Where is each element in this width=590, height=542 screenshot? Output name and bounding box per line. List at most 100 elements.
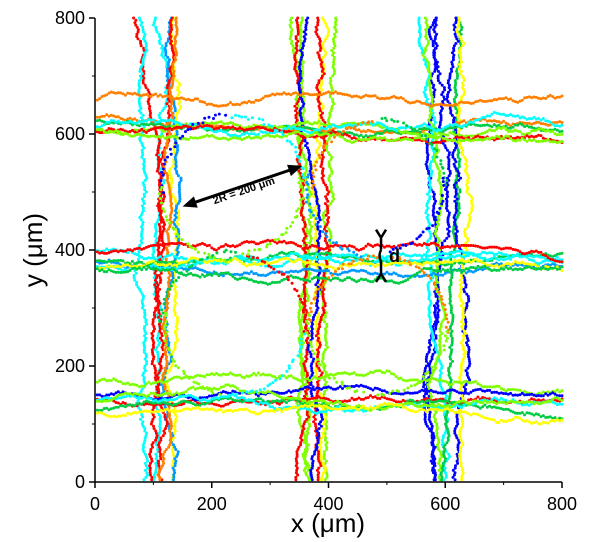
trajectory-point: [426, 362, 430, 366]
trajectory-point: [142, 55, 146, 59]
trajectory-point: [452, 183, 456, 187]
trajectory-point: [140, 148, 144, 152]
trajectory-point: [137, 109, 141, 113]
trajectory-point: [144, 455, 148, 458]
trajectory-point: [150, 459, 154, 463]
trajectory-point: [454, 42, 458, 45]
trajectory-point: [462, 287, 466, 291]
trajectory-point: [151, 339, 155, 342]
trajectory-point: [172, 104, 176, 108]
trajectory-point: [155, 299, 159, 303]
trajectory-point: [147, 97, 151, 101]
trajectory-point: [152, 292, 156, 296]
trajectory-point: [132, 276, 136, 280]
trajectory-point: [142, 69, 146, 73]
trajectory-point: [177, 243, 181, 247]
trajectory-point: [166, 76, 170, 80]
trajectory-point: [320, 436, 324, 440]
trajectory-point: [457, 62, 461, 66]
trajectory-point: [325, 441, 329, 445]
trajectory-point: [173, 471, 177, 475]
trajectory-point: [436, 236, 440, 240]
trajectory-point: [150, 420, 154, 424]
trajectory-point: [156, 306, 160, 310]
trajectory-point: [466, 236, 470, 240]
trajectory-point: [426, 239, 430, 243]
trajectory-point: [321, 306, 325, 310]
trajectory-point: [143, 83, 147, 87]
trajectory-point: [141, 74, 145, 78]
trajectory-point: [435, 32, 439, 36]
trajectory-point: [144, 332, 148, 335]
trajectory-point: [176, 246, 180, 250]
trajectory-point: [242, 376, 246, 380]
trajectory-point: [320, 431, 324, 435]
trajectory-point: [179, 178, 183, 182]
trajectory-point: [163, 431, 167, 435]
trajectory-point: [171, 452, 175, 456]
trajectory-point: [160, 236, 164, 240]
trajectory-point: [178, 188, 182, 192]
trajectory-point: [331, 97, 335, 101]
trajectory-point: [302, 153, 306, 157]
trajectory-point: [338, 385, 342, 389]
trajectory-point: [453, 478, 457, 482]
trajectory-point: [150, 475, 154, 479]
trajectory-point: [172, 102, 176, 106]
trajectory-point: [151, 334, 155, 338]
trajectory-point: [159, 455, 162, 458]
trajectory-point: [166, 39, 170, 43]
trajectory-point: [137, 97, 141, 101]
trajectory-point: [285, 401, 288, 405]
trajectory-point: [138, 102, 141, 106]
trajectory-point: [424, 28, 428, 32]
trajectory-point: [154, 471, 157, 475]
trajectory-point: [141, 62, 145, 66]
trajectory-point: [152, 21, 156, 25]
trajectory-point: [453, 79, 457, 83]
trajectory-point: [138, 86, 141, 90]
trajectory-point: [175, 146, 179, 150]
trajectory-point: [440, 241, 444, 245]
trajectory-point: [173, 299, 177, 303]
trajectory-point: [153, 376, 157, 380]
trajectory-point: [177, 211, 180, 215]
trajectory-point: [476, 395, 480, 399]
trajectory-point: [141, 448, 145, 451]
trajectory-point: [317, 427, 321, 431]
trajectory-point: [144, 42, 148, 45]
trajectory-point: [174, 153, 178, 157]
trajectory-point: [158, 287, 162, 291]
trajectory-point: [173, 304, 177, 308]
trajectory-point: [159, 359, 163, 363]
trajectory-point: [157, 253, 161, 257]
trajectory-point: [176, 88, 180, 92]
trajectory-point: [141, 297, 145, 301]
trajectory-point: [141, 220, 145, 224]
trajectory-point: [155, 455, 159, 458]
trajectory-point: [134, 271, 138, 275]
trajectory-point: [154, 28, 158, 32]
trajectory-point: [109, 379, 113, 383]
trajectory-point: [175, 204, 178, 208]
trajectory-point: [164, 58, 168, 62]
trajectory-point: [304, 243, 308, 247]
trajectory-point: [168, 171, 171, 175]
trajectory-point: [158, 301, 162, 305]
trajectory-point: [153, 475, 157, 479]
trajectory-point: [140, 236, 144, 240]
trajectory-point: [174, 236, 178, 240]
trajectory-point: [443, 443, 447, 447]
trajectory-point: [454, 464, 457, 468]
trajectory-point: [153, 18, 157, 22]
trajectory-point: [174, 250, 178, 254]
trajectory-point: [446, 381, 450, 384]
trajectory-point: [162, 178, 166, 182]
trajectory-point: [151, 253, 155, 257]
trajectory-point: [176, 218, 180, 222]
trajectory-point: [432, 49, 436, 52]
trajectory-point: [165, 69, 169, 73]
trajectory-point: [152, 415, 156, 419]
trajectory-point: [308, 379, 312, 383]
trajectory-point: [154, 25, 158, 29]
